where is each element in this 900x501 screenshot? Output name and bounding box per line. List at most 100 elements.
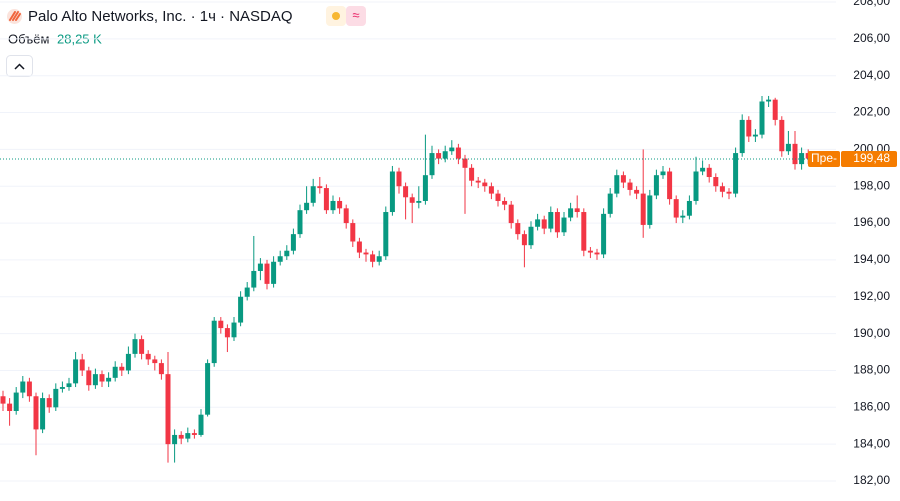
candle-body	[343, 208, 349, 224]
candle-body	[59, 387, 65, 389]
candle-body	[733, 153, 739, 194]
candle-body	[224, 328, 230, 338]
candle-body	[660, 171, 666, 176]
y-tick-label: 204,00	[853, 68, 890, 82]
candle-body	[264, 263, 270, 284]
candle-body	[198, 414, 204, 435]
y-tick-label: 190,00	[853, 326, 890, 340]
candle-body	[139, 339, 145, 354]
y-tick-label: 206,00	[853, 31, 890, 45]
candle-body	[370, 254, 376, 262]
candle-body	[356, 241, 362, 253]
candle-body	[673, 199, 679, 218]
y-tick-label: 202,00	[853, 105, 890, 119]
candle-body	[429, 153, 435, 176]
candle-body	[634, 189, 640, 194]
candle-body	[389, 171, 395, 213]
candle-body	[726, 191, 732, 194]
candle-body	[680, 215, 686, 218]
candle-body	[601, 213, 607, 255]
candle-body	[231, 322, 237, 338]
candle-body	[548, 212, 554, 229]
candle-body	[33, 396, 39, 430]
premarket-badge	[808, 150, 840, 167]
candle-body	[502, 200, 508, 205]
y-tick-label: 188,00	[853, 363, 890, 377]
candle-body	[772, 99, 778, 120]
candle-body	[620, 175, 626, 183]
candle-body	[515, 223, 521, 235]
candle-body	[376, 256, 382, 262]
candle-body	[53, 388, 59, 408]
candle-body	[211, 320, 217, 364]
candle-body	[271, 261, 277, 284]
candle-body	[132, 339, 138, 354]
candle-body	[521, 234, 527, 246]
session-icons: ≈	[326, 6, 366, 26]
candle-body	[759, 101, 765, 135]
candle-body	[528, 226, 534, 246]
candle-body	[535, 219, 541, 227]
candle-body	[475, 180, 481, 183]
candle-body	[488, 186, 494, 194]
candle-body	[396, 171, 402, 187]
candle-body	[79, 359, 85, 371]
candle-body	[561, 217, 567, 233]
candle-body	[330, 200, 336, 211]
candle-body	[350, 223, 356, 242]
chart-title: Palo Alto Networks, Inc. · 1ч · NASDAQ	[28, 8, 293, 25]
candle-body	[482, 182, 488, 187]
candle-body	[686, 200, 692, 216]
candle-body	[713, 177, 719, 187]
candle-body	[752, 134, 758, 137]
candle-body	[574, 208, 580, 213]
y-tick-label: 198,00	[853, 178, 890, 192]
candle-body	[244, 287, 250, 297]
y-tick-label: 192,00	[853, 289, 890, 303]
y-tick-label: 196,00	[853, 215, 890, 229]
candle-body	[647, 195, 653, 225]
candle-body	[257, 263, 263, 271]
candle-body	[581, 212, 587, 251]
candle-body	[218, 320, 224, 329]
candle-body	[706, 167, 712, 178]
svg-text:≈: ≈	[352, 7, 359, 22]
candle-body	[86, 370, 92, 386]
y-tick-label: 186,00	[853, 399, 890, 413]
candle-body	[640, 193, 646, 225]
price-badge	[841, 150, 897, 167]
candle-body	[172, 434, 178, 445]
y-tick-label: 194,00	[853, 252, 890, 266]
y-tick-label: 182,00	[853, 473, 890, 487]
candle-body	[614, 175, 620, 194]
candle-body	[416, 200, 422, 203]
candle-body	[422, 175, 428, 201]
candle-body	[125, 353, 131, 371]
symbol-icon	[7, 9, 22, 24]
candle-body	[792, 143, 798, 165]
candle-body	[541, 219, 547, 229]
candle-body	[40, 398, 46, 430]
candle-body	[554, 212, 560, 233]
candle-body	[693, 171, 699, 201]
candle-body	[178, 434, 184, 439]
candle-body	[99, 374, 105, 382]
collapse-button[interactable]	[6, 55, 33, 77]
candle-body	[26, 381, 32, 397]
candle-body	[152, 359, 158, 364]
candle-body	[277, 256, 283, 262]
candle-body	[700, 167, 706, 172]
candle-body	[106, 377, 112, 382]
plot-area: 182,00 184,00 186,00 188,00 190,00 192,00 194,…	[0, 0, 897, 487]
candle-body	[205, 363, 211, 415]
candle-body	[363, 252, 369, 255]
candle-body	[337, 200, 343, 209]
candle-body	[739, 119, 745, 154]
candle-body	[238, 296, 244, 323]
candle-body	[92, 374, 98, 386]
candle-body	[587, 250, 593, 253]
candle-body	[297, 210, 303, 235]
candle-body	[119, 366, 125, 371]
